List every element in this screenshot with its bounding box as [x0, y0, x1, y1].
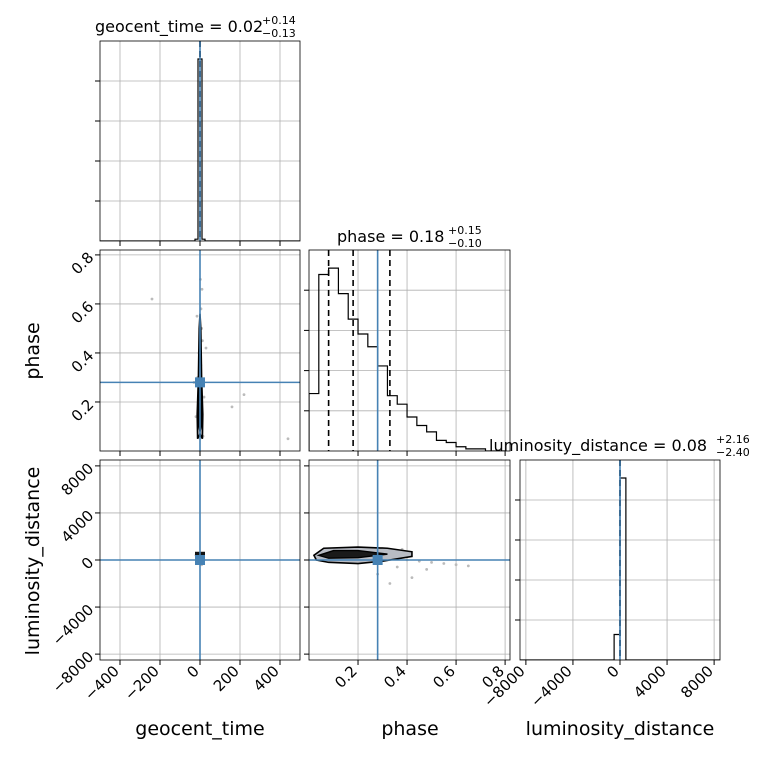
sample-point [200, 287, 204, 291]
xlabel-phase: phase [381, 718, 438, 740]
ytick-label-luminosity_distance: −4000 [49, 601, 98, 650]
ylabel-phase: phase [22, 322, 44, 379]
title-phase: phase = 0.18 [337, 227, 444, 246]
ytick-label-luminosity_distance: 4000 [58, 507, 98, 547]
sample-point [395, 565, 399, 569]
ytick-label-luminosity_distance: 0 [78, 554, 97, 573]
xtick-label-geocent_time: 0 [183, 662, 202, 681]
panel-frame [99, 249, 301, 452]
xtick-label-luminosity_distance: 8000 [677, 662, 717, 702]
title-luminosity-distance-sub: −2.40 [716, 446, 750, 459]
sample-point [202, 395, 206, 399]
ytick-label-phase: 0.8 [68, 249, 98, 279]
sample-point [195, 314, 199, 318]
truth-marker [195, 555, 205, 565]
panel-geocent_time-geocent_time [95, 40, 301, 246]
xtick-label-phase: 0.2 [331, 662, 361, 692]
xtick-label-luminosity_distance: 0 [603, 662, 622, 681]
title-geocent-time-sup: +0.14 [262, 14, 296, 27]
panel-phase-luminosity_distance: 0.2 0.4 0.6 0.8 [304, 459, 511, 692]
title-luminosity-distance-sup: +2.16 [716, 433, 750, 446]
xtick-label-geocent_time: 200 [210, 662, 243, 695]
sample-point [204, 346, 208, 350]
panel-plot-area [100, 250, 300, 451]
panel-frame [519, 459, 721, 661]
xtick-label-geocent_time: −200 [121, 662, 163, 704]
sample-point [442, 562, 446, 565]
xtick-label-geocent_time: 400 [250, 662, 283, 695]
truth-marker [195, 377, 205, 388]
sample-point [150, 297, 154, 301]
sample-point [454, 563, 458, 567]
sample-point [425, 568, 429, 571]
xlabel-geocent-time: geocent_time [135, 718, 264, 740]
histogram-phase [309, 267, 506, 451]
panel-frame [99, 40, 301, 242]
contour-inner [316, 549, 388, 559]
panel-luminosity_distance-luminosity_distance: −8000−4000 0 4000 8000 [480, 459, 721, 711]
panel-plot-area [309, 250, 510, 451]
xtick-label-phase: 0.4 [380, 662, 410, 692]
panel-phase-phase [304, 249, 511, 456]
title-geocent-time-sub: −0.13 [262, 27, 296, 40]
panel-geocent_time-phase: 0.2 0.4 0.6 0.8 [68, 249, 301, 456]
sample-point [466, 564, 470, 568]
ytick-label-luminosity_distance: 8000 [58, 460, 98, 500]
sample-point [430, 560, 433, 564]
panel-frame [99, 459, 301, 661]
panel-plot-area [100, 41, 300, 241]
title-luminosity-distance: luminosity_distance = 0.08 [489, 436, 707, 456]
xtick-label-phase: 0.6 [429, 662, 459, 692]
title-phase-sub: −0.10 [448, 237, 482, 250]
ylabel-luminosity-distance: luminosity_distance [22, 467, 44, 656]
ytick-label-phase: 0.4 [68, 347, 98, 377]
panel-plot-area [309, 460, 510, 660]
title-geocent-time: geocent_time = 0.02 [95, 17, 263, 37]
xtick-label-luminosity_distance: −4000 [527, 662, 576, 711]
title-phase-sup: +0.15 [448, 224, 482, 237]
sample-point [242, 393, 246, 397]
truth-marker [372, 555, 383, 565]
ytick-label-phase: 0.2 [68, 396, 98, 426]
ytick-label-phase: 0.6 [68, 298, 98, 328]
sample-point [230, 405, 234, 409]
sample-point [286, 437, 290, 441]
sample-point [410, 576, 414, 580]
xlabel-luminosity-distance: luminosity_distance [526, 718, 715, 740]
panel-plot-area [100, 460, 300, 660]
panel-plot-area [520, 460, 720, 660]
panel-frame [308, 459, 511, 661]
sample-point [388, 582, 392, 585]
panel-frame [308, 249, 511, 452]
xtick-label-luminosity_distance: 4000 [630, 662, 670, 702]
